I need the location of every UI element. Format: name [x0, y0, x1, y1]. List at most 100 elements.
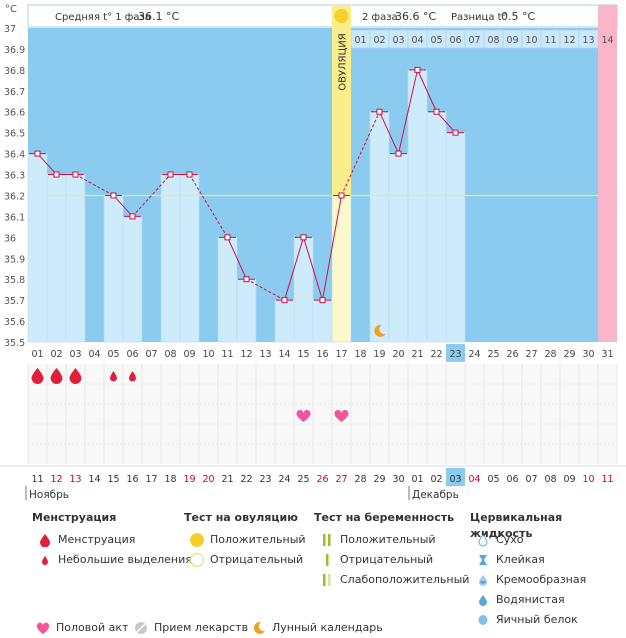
cycle-day-label: 27	[525, 349, 537, 360]
cycle-day-label: 07	[145, 349, 157, 360]
legend-pregnancy-test-title: Тест на беременность	[314, 511, 455, 524]
phase1-value: 36.1 °C	[138, 10, 179, 23]
date-label: 11	[601, 474, 613, 485]
cycle-day-label: 29	[563, 349, 575, 360]
legend-fluid-sticky-label: Клейкая	[496, 553, 545, 566]
temperature-point	[395, 150, 402, 157]
temperature-segment	[341, 111, 380, 196]
temperature-bar	[236, 278, 257, 343]
cycle-day-label: 31	[601, 349, 613, 360]
egg-white-icon	[470, 610, 496, 630]
temperature-point	[433, 108, 440, 115]
temperature-segment	[189, 174, 228, 238]
date-label: 03	[449, 474, 461, 485]
legend-pregnancy-positive-item: Положительный	[314, 530, 469, 550]
legend-fluid-watery-item: Водянистая	[470, 590, 626, 610]
y-tick-label: 36	[4, 233, 16, 244]
cycle-end-column	[598, 5, 617, 342]
date-label: 06	[506, 474, 518, 485]
date-label: 07	[525, 474, 537, 485]
post-ovulation-day-label: 04	[411, 35, 423, 46]
temperature-point	[53, 171, 60, 178]
legend-menstruation: Менструация Менструация Небольшие выделе…	[32, 510, 192, 570]
phase2-label: 2 фаза	[362, 12, 398, 23]
post-ovulation-day-label: 10	[525, 35, 537, 46]
temperature-bar	[27, 153, 48, 343]
temperature-segment	[398, 69, 418, 154]
temperature-bar	[274, 299, 295, 343]
small-drop-icon	[110, 371, 117, 382]
difference-value: 0.5 °C	[501, 10, 535, 23]
cycle-day-label: 25	[487, 349, 499, 360]
y-tick-label: 36.4	[4, 150, 25, 161]
legend-medication-label: Прием лекарств	[154, 621, 249, 634]
y-tick-label: 35.9	[4, 254, 25, 265]
date-label: 02	[430, 474, 442, 485]
temperature-bar	[407, 69, 428, 343]
temperature-bar	[179, 174, 200, 343]
legend-pregnancy-test: Тест на беременность Положительный Отриц…	[314, 510, 469, 590]
blood-drop-icon	[32, 530, 58, 550]
temperature-segment	[417, 69, 437, 112]
legend-fluid-eggwhite-label: Яичный белок	[496, 613, 578, 626]
date-label: 24	[278, 474, 290, 485]
y-tick-label: 35.6	[4, 317, 25, 328]
temperature-bar	[103, 195, 124, 343]
cycle-day-label: 30	[582, 349, 594, 360]
cycle-day-label: 12	[240, 349, 252, 360]
blood-drop-icon	[31, 368, 44, 384]
date-label: 14	[88, 474, 100, 485]
month-label: Декабрь	[412, 489, 459, 501]
cycle-day-label: 16	[316, 349, 328, 360]
cycle-day-label: 04	[88, 349, 100, 360]
temperature-point	[72, 171, 79, 178]
date-label: 13	[69, 474, 81, 485]
post-ovulation-day-label: 07	[468, 35, 480, 46]
moon-icon	[246, 618, 272, 638]
date-label: 09	[563, 474, 575, 485]
legend-pregnancy-faint-item: Слабоположительный	[314, 570, 469, 590]
temperature-segment	[284, 237, 304, 301]
y-tick-label: 36.3	[4, 171, 25, 182]
blood-drop-icon	[69, 368, 82, 384]
current-day-highlight	[446, 344, 465, 362]
legend-ovulation-negative-item: Отрицательный	[184, 550, 306, 570]
legend-pregnancy-negative-label: Отрицательный	[340, 553, 434, 566]
small-drop-icon	[129, 371, 136, 382]
current-date-highlight	[446, 468, 465, 486]
sticky-icon	[470, 550, 496, 570]
cycle-day-label: 15	[297, 349, 309, 360]
legend-pregnancy-positive-label: Положительный	[340, 533, 436, 546]
legend-pregnancy-faint-label: Слабоположительный	[340, 573, 470, 586]
cycle-day-label: 13	[259, 349, 271, 360]
cycle-day-label: 20	[392, 349, 404, 360]
temperature-point	[281, 297, 288, 304]
temperature-bar	[331, 195, 352, 343]
y-tick-label: 36.2	[4, 191, 25, 202]
cycle-day-label: 26	[506, 349, 518, 360]
y-tick-label: 36.1	[4, 212, 25, 223]
cycle-day-label: 28	[544, 349, 556, 360]
legend-cervical-fluid-title: Цервикальная жидкость	[470, 511, 563, 540]
temperature-point	[129, 213, 136, 220]
legend-fluid-creamy-label: Кремообразная	[496, 573, 587, 586]
temperature-segment	[75, 174, 114, 196]
temperature-point	[376, 108, 383, 115]
temperature-bar	[160, 174, 181, 343]
cycle-day-label: 10	[202, 349, 214, 360]
temperature-segment	[322, 195, 342, 301]
single-line-icon	[314, 550, 340, 570]
temperature-bar	[46, 174, 67, 343]
y-tick-label: 35.8	[4, 275, 25, 286]
temperature-point	[452, 129, 459, 136]
temperature-point	[300, 234, 307, 241]
post-ovulation-day-label: 05	[430, 35, 442, 46]
heart-icon	[334, 409, 349, 422]
cycle-day-label: 03	[69, 349, 81, 360]
cycle-day-label: 24	[468, 349, 480, 360]
y-tick-label: 36.7	[4, 87, 25, 98]
cycle-day-label: 17	[335, 349, 347, 360]
temperature-bar	[388, 153, 409, 343]
y-tick-label: 36.6	[4, 108, 25, 119]
